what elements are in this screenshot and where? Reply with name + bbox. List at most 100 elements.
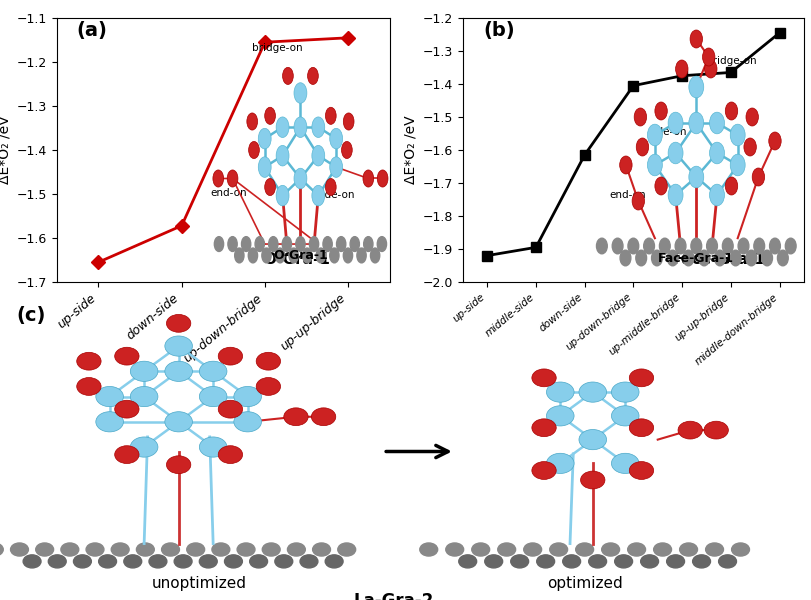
- Circle shape: [737, 238, 748, 254]
- Circle shape: [111, 543, 129, 556]
- Circle shape: [776, 250, 787, 266]
- Circle shape: [294, 168, 307, 189]
- Circle shape: [311, 117, 324, 137]
- Circle shape: [709, 184, 723, 206]
- Circle shape: [299, 555, 318, 568]
- Circle shape: [631, 192, 644, 210]
- Circle shape: [256, 377, 281, 395]
- Circle shape: [688, 112, 703, 134]
- Circle shape: [654, 177, 667, 195]
- Circle shape: [294, 83, 307, 103]
- Circle shape: [131, 386, 158, 407]
- Circle shape: [350, 236, 359, 251]
- Circle shape: [729, 154, 744, 176]
- Circle shape: [679, 543, 697, 556]
- Circle shape: [303, 248, 311, 263]
- Circle shape: [611, 453, 638, 473]
- Circle shape: [341, 142, 352, 158]
- Circle shape: [282, 67, 293, 85]
- Circle shape: [312, 543, 330, 556]
- Circle shape: [627, 543, 645, 556]
- Circle shape: [131, 361, 158, 382]
- Circle shape: [261, 248, 271, 263]
- Circle shape: [329, 248, 339, 263]
- Circle shape: [284, 408, 308, 425]
- Y-axis label: ΔE*O₂ /eV: ΔE*O₂ /eV: [403, 116, 417, 184]
- Circle shape: [536, 555, 554, 568]
- Circle shape: [227, 170, 238, 187]
- Circle shape: [166, 456, 191, 473]
- Circle shape: [247, 113, 257, 130]
- Circle shape: [667, 184, 682, 206]
- Circle shape: [255, 236, 264, 251]
- Circle shape: [343, 248, 352, 263]
- Circle shape: [74, 555, 92, 568]
- Circle shape: [264, 178, 275, 196]
- Text: Face-Gra-1: Face-Gra-1: [672, 251, 764, 266]
- Circle shape: [250, 555, 268, 568]
- Circle shape: [743, 138, 755, 156]
- Circle shape: [315, 248, 325, 263]
- Circle shape: [629, 369, 653, 387]
- Text: bridge-on: bridge-on: [252, 43, 303, 53]
- Text: end-on: end-on: [211, 188, 247, 198]
- Circle shape: [640, 555, 658, 568]
- Circle shape: [275, 248, 285, 263]
- Circle shape: [646, 154, 662, 176]
- Circle shape: [635, 250, 646, 266]
- Circle shape: [445, 543, 463, 556]
- Circle shape: [165, 412, 192, 432]
- Circle shape: [667, 250, 677, 266]
- Circle shape: [282, 236, 291, 251]
- Text: optimized: optimized: [546, 576, 622, 591]
- Text: La-Gra-2: La-Gra-2: [354, 592, 433, 600]
- Text: (b): (b): [483, 22, 514, 40]
- Circle shape: [709, 142, 723, 164]
- Circle shape: [768, 132, 780, 150]
- Circle shape: [659, 238, 669, 254]
- Circle shape: [61, 543, 79, 556]
- Circle shape: [325, 178, 336, 196]
- Text: unoptimized: unoptimized: [152, 576, 246, 591]
- Circle shape: [295, 236, 305, 251]
- Circle shape: [654, 102, 667, 120]
- Circle shape: [324, 555, 343, 568]
- Circle shape: [714, 250, 724, 266]
- FancyArrowPatch shape: [385, 445, 448, 458]
- Circle shape: [329, 157, 342, 178]
- Circle shape: [114, 400, 139, 418]
- Circle shape: [650, 250, 662, 266]
- Circle shape: [646, 124, 662, 146]
- Circle shape: [596, 238, 607, 254]
- Circle shape: [629, 461, 653, 479]
- Circle shape: [784, 238, 795, 254]
- Text: O-Gra-1: O-Gra-1: [263, 251, 329, 266]
- Circle shape: [578, 430, 606, 450]
- Circle shape: [262, 543, 280, 556]
- Circle shape: [0, 543, 3, 556]
- Circle shape: [165, 361, 192, 382]
- Circle shape: [761, 250, 771, 266]
- Circle shape: [256, 352, 281, 370]
- Circle shape: [704, 60, 716, 78]
- Circle shape: [311, 185, 324, 206]
- Circle shape: [264, 107, 275, 124]
- Text: side-on: side-on: [647, 127, 685, 137]
- Circle shape: [49, 555, 67, 568]
- Circle shape: [531, 419, 556, 437]
- Circle shape: [458, 555, 476, 568]
- Circle shape: [274, 555, 293, 568]
- Circle shape: [311, 408, 336, 425]
- Circle shape: [218, 347, 242, 365]
- Text: side-on: side-on: [316, 190, 354, 200]
- Circle shape: [114, 347, 139, 365]
- Circle shape: [682, 250, 693, 266]
- Circle shape: [337, 543, 355, 556]
- Circle shape: [377, 170, 388, 187]
- Circle shape: [531, 369, 556, 387]
- Circle shape: [611, 382, 638, 402]
- Circle shape: [729, 250, 740, 266]
- Circle shape: [471, 543, 489, 556]
- Circle shape: [307, 67, 318, 85]
- Circle shape: [688, 166, 703, 188]
